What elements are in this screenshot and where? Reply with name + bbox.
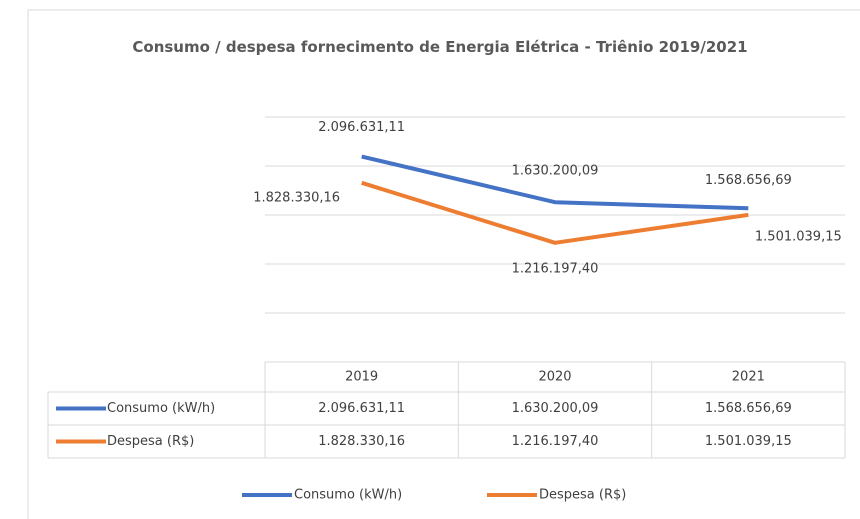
data-label: 1.828.330,16: [253, 190, 340, 205]
table-header: 2021: [732, 370, 765, 385]
chart-title: Consumo / despesa fornecimento de Energi…: [132, 38, 748, 56]
data-label: 1.568.656,69: [705, 173, 792, 188]
legend-label: Despesa (R$): [539, 488, 626, 503]
data-label: 1.216.197,40: [512, 261, 599, 276]
legend-label: Consumo (kW/h): [294, 488, 402, 503]
data-label: 2.096.631,11: [318, 120, 405, 135]
table-cell: 1.501.039,15: [705, 434, 792, 449]
series-line: [361, 154, 749, 211]
table-row-label: Consumo (kW/h): [107, 401, 215, 416]
table-cell: 1.828.330,16: [318, 434, 405, 449]
table-cell: 1.568.656,69: [705, 401, 792, 416]
table-cell: 1.216.197,40: [512, 434, 599, 449]
series-line: [361, 180, 749, 245]
table-header: 2019: [345, 370, 378, 385]
table-cell: 2.096.631,11: [318, 401, 405, 416]
data-label: 1.501.039,15: [755, 229, 842, 244]
chart-border: [27, 9, 860, 519]
table-header: 2020: [538, 370, 571, 385]
table-cell: 1.630.200,09: [512, 401, 599, 416]
data-label: 1.630.200,09: [512, 164, 599, 179]
table-row-label: Despesa (R$): [107, 434, 194, 449]
